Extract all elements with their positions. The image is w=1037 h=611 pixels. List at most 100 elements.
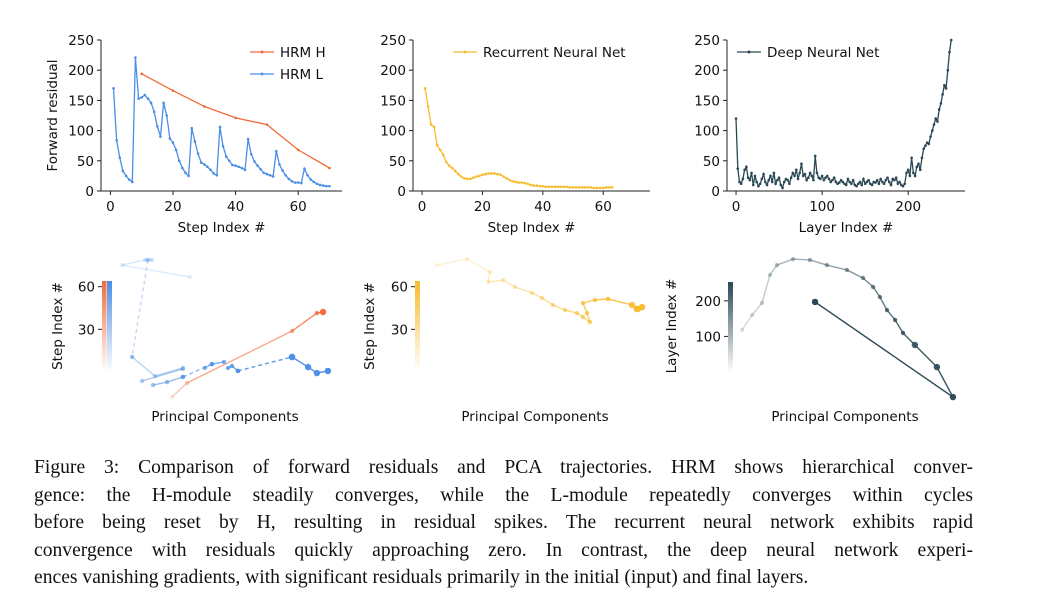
- data-point: [532, 184, 536, 187]
- data-point: [174, 148, 178, 152]
- data-point: [738, 180, 741, 184]
- trajectory-point: [169, 394, 175, 400]
- data-point: [547, 185, 551, 189]
- data-point: [231, 163, 234, 167]
- data-point: [159, 135, 162, 138]
- data-point: [281, 169, 284, 172]
- data-point: [541, 184, 545, 188]
- data-point: [508, 178, 511, 182]
- trajectory-segment: [436, 258, 468, 266]
- legend-marker: [463, 50, 467, 54]
- x-tick-label: 40: [534, 199, 551, 215]
- legend-marker: [260, 50, 264, 54]
- data-point: [910, 156, 913, 160]
- data-point: [140, 72, 143, 76]
- x-axis-label: Principal Components: [771, 409, 918, 425]
- data-point: [171, 141, 175, 144]
- data-point: [177, 159, 181, 163]
- colorbar: [102, 281, 107, 372]
- y-tick-label: 100: [380, 124, 406, 140]
- trajectory-segment: [769, 264, 778, 276]
- trajectory-segment: [171, 382, 188, 398]
- data-point: [550, 185, 554, 189]
- data-point: [472, 176, 475, 180]
- data-point: [774, 182, 777, 186]
- trajectory-point: [487, 269, 493, 275]
- data-point: [140, 96, 143, 99]
- trajectory-segment: [131, 259, 149, 358]
- colorbar-tick-label: 30: [78, 322, 95, 338]
- data-point: [776, 178, 779, 182]
- data-point: [463, 177, 466, 180]
- trajectory-segment: [121, 264, 191, 278]
- trajectory-segment: [914, 344, 938, 368]
- data-point: [779, 183, 783, 187]
- trajectory-point: [129, 354, 135, 360]
- data-point: [453, 169, 457, 173]
- data-point: [850, 182, 853, 186]
- data-point: [808, 171, 812, 175]
- data-point: [444, 160, 448, 164]
- trajectory-point: [749, 312, 755, 318]
- data-point: [941, 93, 944, 96]
- caption-line: gence: the H-module steadily converges, …: [34, 484, 973, 506]
- x-axis-label: Step Index #: [488, 220, 576, 236]
- trajectory-segment: [826, 264, 848, 271]
- trajectory-segment: [741, 314, 753, 331]
- data-point: [598, 186, 602, 190]
- trajectory-segment: [121, 259, 146, 266]
- legend-marker: [260, 72, 264, 76]
- data-point: [475, 175, 478, 178]
- data-point: [544, 185, 548, 189]
- data-point: [535, 184, 539, 187]
- data-point: [736, 167, 740, 170]
- data-point: [187, 174, 190, 178]
- data-point: [296, 181, 300, 184]
- data-point: [746, 176, 750, 180]
- data-point: [256, 164, 259, 167]
- data-point: [801, 174, 805, 178]
- data-point: [887, 180, 891, 184]
- data-point: [423, 87, 427, 90]
- trajectory-segment: [131, 356, 156, 377]
- trajectory-point: [313, 369, 321, 377]
- data-point: [943, 84, 946, 87]
- trajectory-point: [119, 262, 125, 268]
- data-point: [770, 180, 774, 184]
- data-point: [753, 174, 757, 178]
- y-tick-label: 50: [703, 154, 720, 170]
- data-point: [206, 165, 209, 169]
- trajectory-segment: [186, 330, 293, 384]
- data-point: [196, 152, 200, 155]
- data-point: [325, 184, 328, 188]
- data-point: [601, 186, 605, 190]
- data-point: [743, 168, 746, 172]
- data-point: [274, 149, 278, 153]
- trajectory-point: [500, 277, 506, 283]
- data-point: [803, 172, 807, 176]
- data-point: [290, 180, 294, 183]
- data-point: [875, 178, 879, 182]
- colorbar-tick-label: 60: [391, 280, 408, 296]
- data-point: [137, 97, 140, 100]
- data-point: [610, 186, 614, 189]
- data-point: [870, 183, 874, 187]
- data-point: [496, 172, 499, 176]
- data-point: [199, 161, 203, 164]
- data-point: [234, 116, 237, 120]
- data-point: [798, 171, 802, 175]
- data-point: [315, 182, 319, 186]
- data-point: [764, 180, 767, 184]
- data-point: [490, 172, 493, 175]
- data-point: [502, 175, 505, 178]
- series-line-hrm-l: [112, 57, 330, 187]
- trajectory-point: [221, 359, 227, 365]
- data-point: [796, 177, 800, 181]
- data-point: [181, 166, 184, 170]
- data-point: [224, 155, 228, 158]
- data-point: [165, 114, 169, 117]
- trajectory-point: [633, 305, 640, 313]
- trajectory-segment: [809, 259, 828, 266]
- legend-label: Deep Neural Net: [767, 45, 879, 61]
- data-point: [844, 183, 848, 187]
